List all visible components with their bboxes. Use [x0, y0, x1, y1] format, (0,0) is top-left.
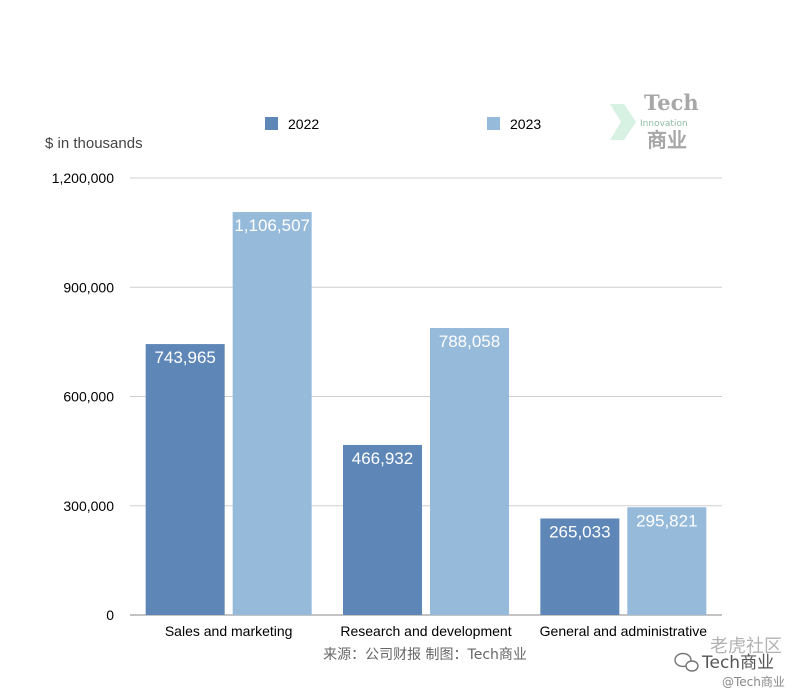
logo-innovation-text: Innovation: [640, 119, 688, 129]
y-tick-label: 0: [106, 607, 114, 623]
bar-2022-0: [145, 344, 225, 615]
tech-logo-watermark: Tech Innovation 商业: [610, 90, 699, 152]
bar-2022-2: [540, 518, 620, 615]
y-tick-label: 300,000: [63, 498, 114, 514]
legend-label-2023: 2023: [510, 116, 541, 132]
logo-tech-text: Tech: [644, 90, 699, 115]
data-label: 265,033: [549, 522, 610, 541]
x-category-label: General and administrative: [540, 623, 708, 639]
source-note: 来源：公司财报 制图：Tech商业: [323, 647, 527, 663]
wechat-icon: [674, 652, 699, 672]
corner-watermark: 老虎社区 Tech商业 @Tech商业: [674, 636, 785, 689]
legend-swatch-2023: [487, 117, 500, 130]
corner-community-text: 老虎社区: [710, 636, 782, 657]
corner-handle-text: @Tech商业: [722, 674, 785, 689]
x-axis: Sales and marketing Research and developm…: [165, 623, 707, 639]
y-axis-label: $ in thousands: [45, 135, 143, 152]
bar-2023-2: [627, 507, 707, 615]
y-tick-label: 900,000: [63, 279, 114, 295]
legend-label-2022: 2022: [288, 116, 319, 132]
x-category-label: Sales and marketing: [165, 623, 293, 639]
corner-account-text: Tech商业: [701, 653, 774, 673]
data-label: 295,821: [636, 511, 697, 530]
logo-shangye-text: 商业: [647, 128, 687, 152]
legend: 2022 2023: [265, 116, 541, 132]
y-axis: 0 300,000 600,000 900,000 1,200,000: [52, 170, 115, 623]
gridlines: [130, 177, 722, 616]
bar-2022-1: [343, 444, 422, 615]
bars: [145, 212, 707, 615]
data-label: 1,106,507: [234, 216, 310, 235]
y-tick-label: 1,200,000: [52, 170, 114, 186]
data-labels: 743,965 1,106,507 466,932 788,058 265,033 295…: [154, 216, 697, 541]
y-tick-label: 600,000: [63, 389, 114, 405]
data-label: 466,932: [352, 449, 413, 468]
legend-swatch-2022: [265, 117, 278, 130]
data-label: 743,965: [154, 348, 215, 367]
bar-2023-0: [232, 212, 312, 615]
bar-2023-1: [430, 328, 509, 615]
logo-arrow-icon: [610, 104, 636, 140]
data-label: 788,058: [439, 332, 500, 351]
x-category-label: Research and development: [340, 623, 511, 639]
